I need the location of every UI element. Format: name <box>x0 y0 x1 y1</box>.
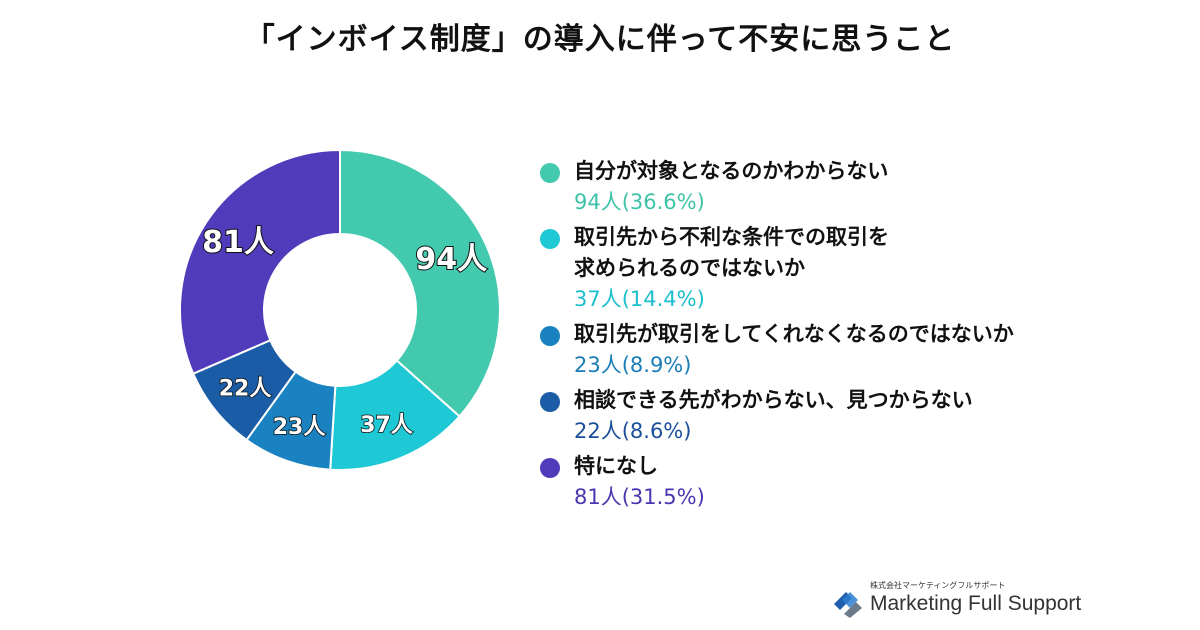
company-logo: 株式会社マーケティングフルサポート Marketing Full Support <box>832 578 1082 622</box>
legend-dot-3 <box>540 326 560 346</box>
donut-slice-5 <box>179 148 341 376</box>
legend-value-5: 81人(31.5%) <box>574 485 705 509</box>
legend-label-1: 自分が対象となるのかわからない <box>574 159 889 183</box>
legend-item-2: 取引先から不利な条件での取引を 求められるのではないか 37人(14.4%) <box>540 222 1014 315</box>
donut-data-label-4: 22人 <box>219 377 272 402</box>
legend-item-1: 自分が対象となるのかわからない 94人(36.6%) <box>540 156 1014 218</box>
legend-value-2: 37人(14.4%) <box>574 287 705 311</box>
legend-label-5: 特になし <box>574 454 658 478</box>
chart-title: 「インボイス制度」の導入に伴って不安に思うこと <box>244 22 956 57</box>
donut-data-label-2: 37人 <box>360 413 413 438</box>
legend-dot-1 <box>540 163 560 183</box>
legend-label-2: 取引先から不利な条件での取引を 求められるのではないか <box>574 225 889 280</box>
legend-label-3: 取引先が取引をしてくれなくなるのではないか <box>574 322 1014 346</box>
logo-brand-name: Marketing Full Support <box>870 592 1082 615</box>
legend-value-1: 94人(36.6%) <box>574 190 705 214</box>
legend-value-3: 23人(8.9%) <box>574 353 692 377</box>
legend-item-4: 相談できる先がわからない、見つからない 22人(8.6%) <box>540 385 1014 447</box>
legend-dot-2 <box>540 229 560 249</box>
logo-mark-icon <box>834 592 862 618</box>
donut-data-label-3: 23人 <box>273 415 326 440</box>
logo-company-name: 株式会社マーケティングフルサポート <box>870 581 1006 590</box>
donut-data-label-5: 81人 <box>202 225 274 260</box>
legend-dot-4 <box>540 392 560 412</box>
legend-label-4: 相談できる先がわからない、見つからない <box>574 388 973 412</box>
legend-dot-5 <box>540 458 560 478</box>
chart-legend: 自分が対象となるのかわからない 94人(36.6%) 取引先から不利な条件での取引を… <box>540 156 1014 517</box>
legend-item-3: 取引先が取引をしてくれなくなるのではないか 23人(8.9%) <box>540 319 1014 381</box>
legend-item-5: 特になし 81人(31.5%) <box>540 451 1014 513</box>
donut-data-label-1: 94人 <box>415 242 487 277</box>
donut-slice-1 <box>339 148 501 418</box>
legend-value-4: 22人(8.6%) <box>574 419 692 443</box>
